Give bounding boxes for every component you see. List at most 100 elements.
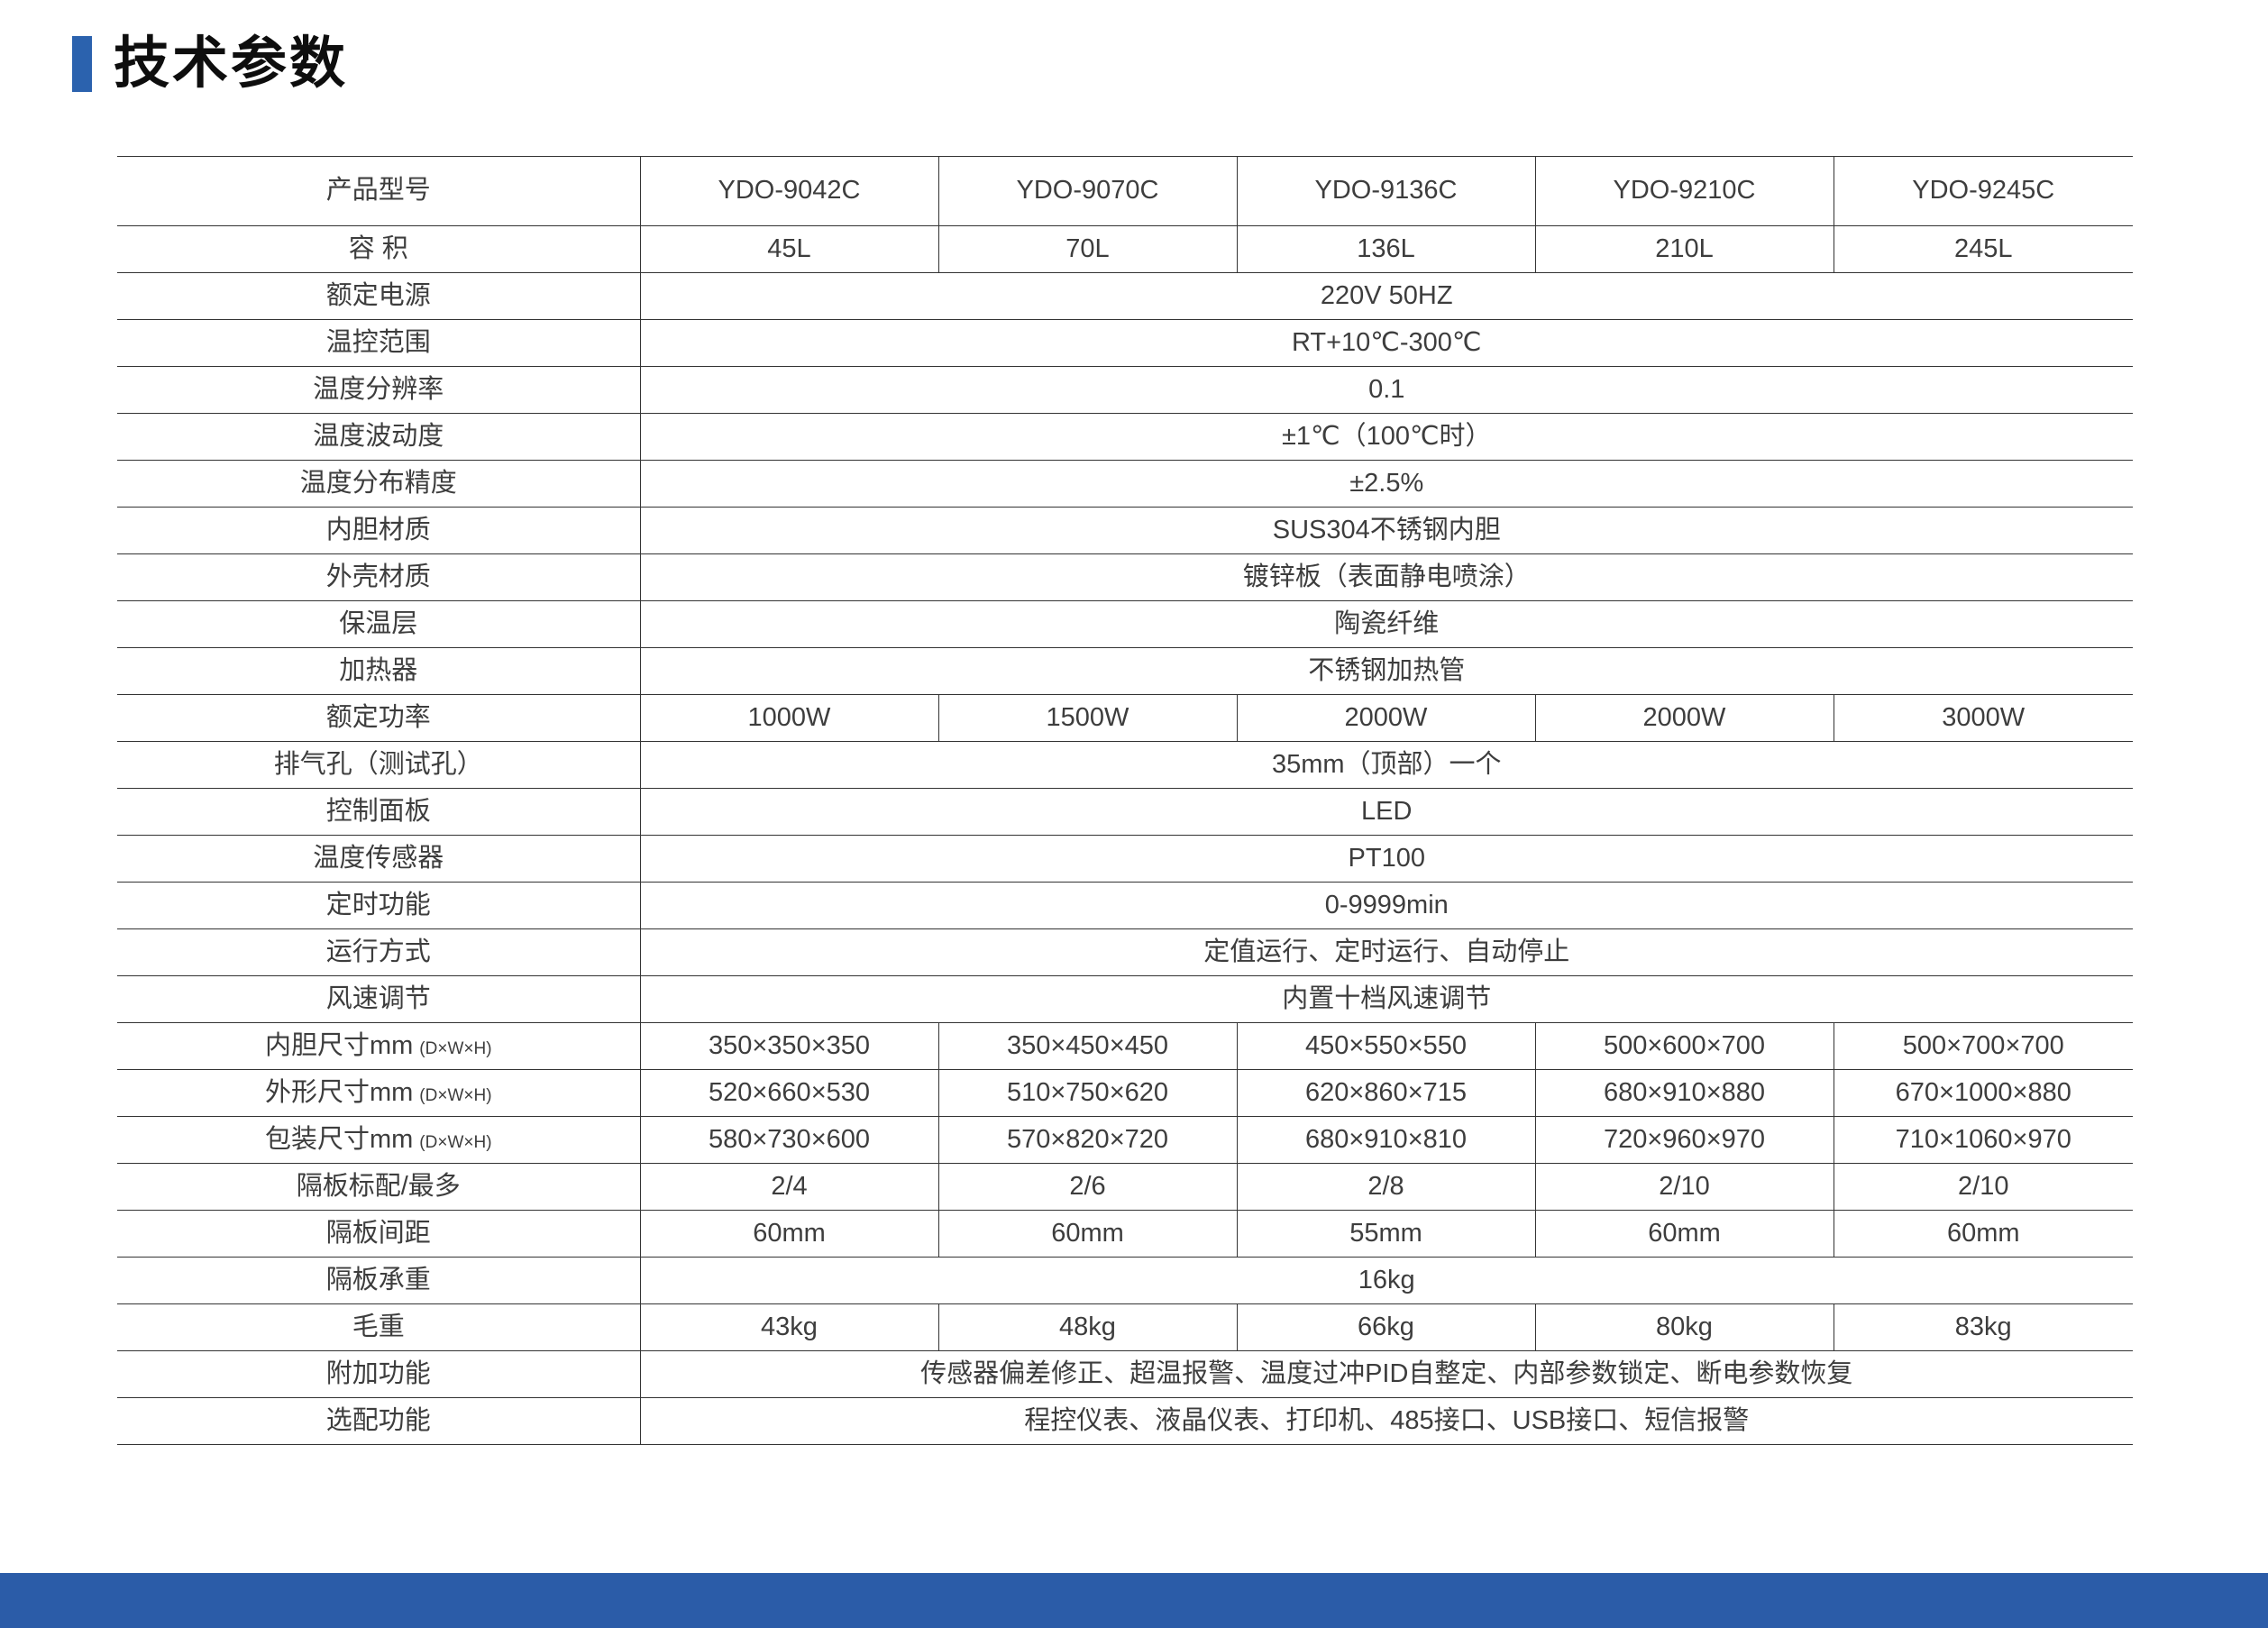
row-label: 包装尺寸mm bbox=[264, 1124, 414, 1154]
spec-table: 产品型号 YDO-9042C YDO-9070C YDO-9136C YDO-9210C… bbox=[117, 156, 2133, 1445]
spec-value: 500×600×700 bbox=[1534, 1022, 1834, 1070]
spec-value: 2/8 bbox=[1236, 1163, 1535, 1211]
table-row: 附加功能 传感器偏差修正、超温报警、温度过冲PID自整定、内部参数锁定、断电参数恢… bbox=[117, 1350, 2133, 1398]
model-name: YDO-9136C bbox=[1236, 156, 1535, 226]
row-label: 温度波动度 bbox=[313, 421, 444, 451]
table-row: 风速调节 内置十档风速调节 bbox=[117, 975, 2133, 1023]
table-row: 温度分布精度 ±2.5% bbox=[117, 460, 2133, 508]
table-row: 额定电源 220V 50HZ bbox=[117, 272, 2133, 320]
spec-value: 48kg bbox=[937, 1303, 1237, 1351]
row-label: 额定功率 bbox=[325, 702, 431, 732]
spec-value: 1000W bbox=[639, 694, 938, 742]
row-sublabel: (D×W×H) bbox=[419, 1038, 492, 1058]
page-title: 技术参数 bbox=[114, 32, 349, 95]
row-label: 排气孔（测试孔） bbox=[273, 749, 483, 779]
row-label-cell: 控制面板 bbox=[117, 788, 640, 836]
row-label: 内胆尺寸mm bbox=[264, 1030, 414, 1060]
spec-value: 83kg bbox=[1833, 1303, 2133, 1351]
spec-value: 210L bbox=[1534, 225, 1834, 273]
spec-value: 350×450×450 bbox=[937, 1022, 1237, 1070]
table-row: 定时功能 0-9999min bbox=[117, 882, 2133, 929]
spec-value-merged: 镀锌板（表面静电喷涂） bbox=[639, 553, 2133, 601]
row-label: 隔板间距 bbox=[325, 1218, 431, 1248]
table-row: 外形尺寸mm (D×W×H) 520×660×530 510×750×620 620×8… bbox=[117, 1069, 2133, 1117]
model-name: YDO-9245C bbox=[1833, 156, 2133, 226]
spec-value: 710×1060×970 bbox=[1833, 1116, 2133, 1164]
spec-value-merged: 程控仪表、液晶仪表、打印机、485接口、USB接口、短信报警 bbox=[639, 1397, 2133, 1445]
spec-value: 60mm bbox=[937, 1210, 1237, 1258]
row-label-cell: 毛重 bbox=[117, 1303, 640, 1351]
row-label-cell: 加热器 bbox=[117, 647, 640, 695]
table-header-row: 产品型号 YDO-9042C YDO-9070C YDO-9136C YDO-9210C… bbox=[117, 156, 2133, 226]
table-row: 隔板间距 60mm 60mm 55mm 60mm 60mm bbox=[117, 1210, 2133, 1258]
row-label-cell: 温控范围 bbox=[117, 319, 640, 367]
row-label-cell: 附加功能 bbox=[117, 1350, 640, 1398]
row-label: 温度传感器 bbox=[313, 843, 444, 873]
row-label: 容 积 bbox=[348, 233, 408, 263]
spec-value-merged: 0-9999min bbox=[639, 882, 2133, 929]
model-name: YDO-9042C bbox=[639, 156, 938, 226]
row-label-cell: 保温层 bbox=[117, 600, 640, 648]
spec-value-merged: 0.1 bbox=[639, 366, 2133, 414]
spec-value: 70L bbox=[937, 225, 1237, 273]
table-row: 内胆尺寸mm (D×W×H) 350×350×350 350×450×450 450×5… bbox=[117, 1022, 2133, 1070]
row-label-cell: 风速调节 bbox=[117, 975, 640, 1023]
row-label-cell: 隔板标配/最多 bbox=[117, 1163, 640, 1211]
title-accent-bar-icon bbox=[72, 36, 92, 92]
spec-value: 43kg bbox=[639, 1303, 938, 1351]
spec-value: 60mm bbox=[639, 1210, 938, 1258]
spec-value: 1500W bbox=[937, 694, 1237, 742]
spec-value: 450×550×550 bbox=[1236, 1022, 1535, 1070]
row-label: 运行方式 bbox=[325, 937, 431, 966]
row-label-cell: 内胆材质 bbox=[117, 507, 640, 554]
spec-value: 60mm bbox=[1534, 1210, 1834, 1258]
spec-value-merged: 16kg bbox=[639, 1257, 2133, 1304]
row-label: 温控范围 bbox=[325, 327, 431, 357]
spec-value-merged: SUS304不锈钢内胆 bbox=[639, 507, 2133, 554]
row-label: 隔板承重 bbox=[325, 1265, 431, 1294]
table-row: 毛重 43kg 48kg 66kg 80kg 83kg bbox=[117, 1303, 2133, 1351]
table-row: 保温层 陶瓷纤维 bbox=[117, 600, 2133, 648]
row-label: 定时功能 bbox=[325, 890, 431, 919]
spec-value: 500×700×700 bbox=[1833, 1022, 2133, 1070]
spec-value-merged: 陶瓷纤维 bbox=[639, 600, 2133, 648]
row-label-cell: 隔板承重 bbox=[117, 1257, 640, 1304]
row-label-cell: 包装尺寸mm (D×W×H) bbox=[117, 1116, 640, 1164]
row-label: 产品型号 bbox=[325, 176, 431, 206]
spec-value: 670×1000×880 bbox=[1833, 1069, 2133, 1117]
row-label-cell: 定时功能 bbox=[117, 882, 640, 929]
footer-bar bbox=[0, 1573, 2268, 1628]
spec-value: 570×820×720 bbox=[937, 1116, 1237, 1164]
table-row: 温控范围 RT+10℃-300℃ bbox=[117, 319, 2133, 367]
spec-value-merged: PT100 bbox=[639, 835, 2133, 883]
table-row: 温度分辨率 0.1 bbox=[117, 366, 2133, 414]
spec-value: 2/4 bbox=[639, 1163, 938, 1211]
table-row: 选配功能 程控仪表、液晶仪表、打印机、485接口、USB接口、短信报警 bbox=[117, 1397, 2133, 1445]
spec-value: 45L bbox=[639, 225, 938, 273]
spec-value: 245L bbox=[1833, 225, 2133, 273]
spec-value: 60mm bbox=[1833, 1210, 2133, 1258]
row-label-cell: 产品型号 bbox=[117, 156, 640, 226]
spec-value: 3000W bbox=[1833, 694, 2133, 742]
spec-value-merged: 220V 50HZ bbox=[639, 272, 2133, 320]
row-label: 保温层 bbox=[339, 608, 418, 638]
spec-value: 136L bbox=[1236, 225, 1535, 273]
row-label-cell: 隔板间距 bbox=[117, 1210, 640, 1258]
spec-value-merged: ±1℃（100℃时） bbox=[639, 413, 2133, 461]
row-sublabel: (D×W×H) bbox=[419, 1132, 492, 1152]
row-label: 风速调节 bbox=[325, 983, 431, 1013]
model-name: YDO-9210C bbox=[1534, 156, 1834, 226]
row-label-cell: 温度波动度 bbox=[117, 413, 640, 461]
table-row: 加热器 不锈钢加热管 bbox=[117, 647, 2133, 695]
row-label-cell: 额定功率 bbox=[117, 694, 640, 742]
table-row: 温度波动度 ±1℃（100℃时） bbox=[117, 413, 2133, 461]
row-label: 选配功能 bbox=[325, 1405, 431, 1435]
row-label: 毛重 bbox=[352, 1312, 405, 1341]
table-row: 排气孔（测试孔） 35mm（顶部）一个 bbox=[117, 741, 2133, 789]
row-label-cell: 温度分辨率 bbox=[117, 366, 640, 414]
spec-value: 520×660×530 bbox=[639, 1069, 938, 1117]
spec-value-merged: LED bbox=[639, 788, 2133, 836]
row-label-cell: 排气孔（测试孔） bbox=[117, 741, 640, 789]
page-header: 技术参数 bbox=[72, 36, 348, 92]
spec-value: 2000W bbox=[1236, 694, 1535, 742]
